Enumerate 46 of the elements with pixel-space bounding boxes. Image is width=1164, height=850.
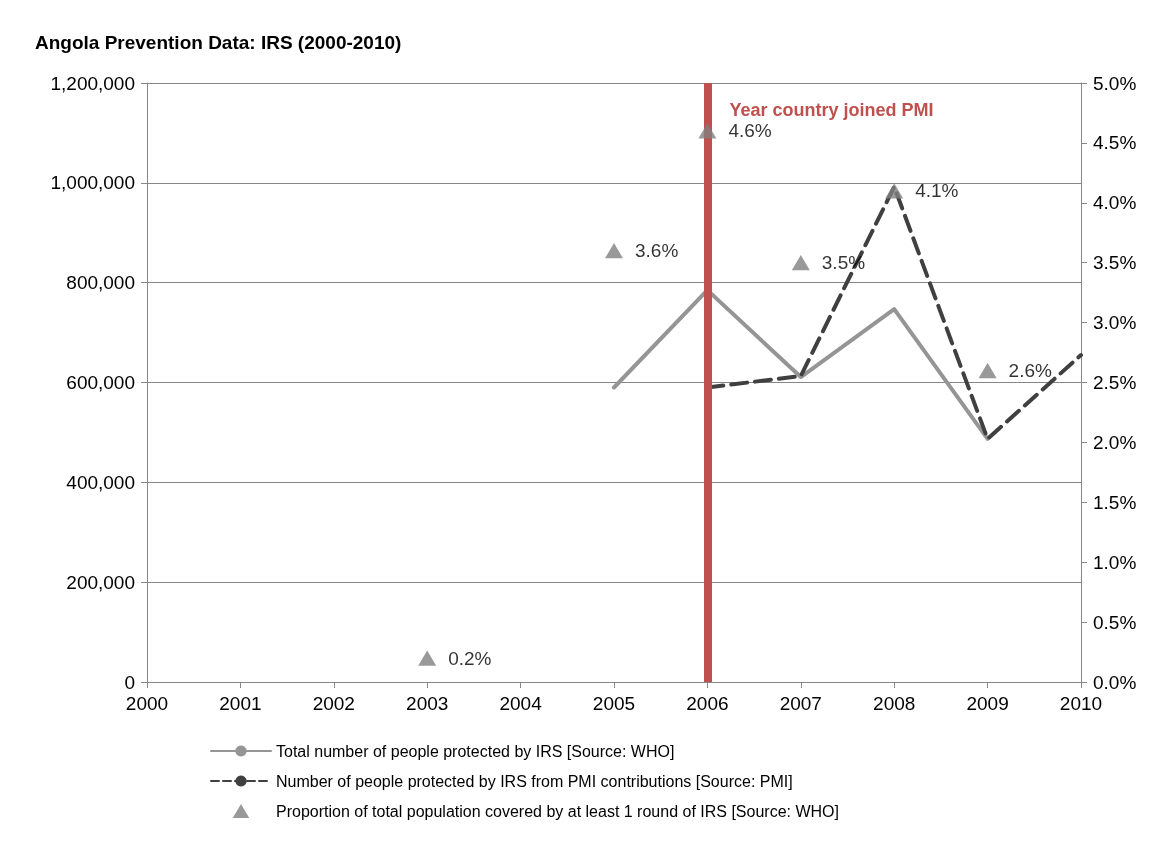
x-tick-label: 2007 <box>779 693 822 714</box>
x-tick-label: 2000 <box>125 693 169 714</box>
chart-title: Angola Prevention Data: IRS (2000-2010) <box>35 32 402 53</box>
y2-tick-label: 2.0% <box>1093 431 1137 453</box>
y2-tick-label: 3.0% <box>1093 312 1137 334</box>
y2-tick-label: 2.5% <box>1093 372 1137 393</box>
x-tick-label: 2003 <box>406 693 449 714</box>
y2-tick-label: 1.0% <box>1093 551 1137 573</box>
y-tick-label: 0 <box>124 671 135 693</box>
x-tick-label: 2001 <box>219 693 262 714</box>
data-label: 4.6% <box>728 120 772 142</box>
legend-label: Total number of people protected by IRS [Source: WHO] <box>276 742 675 760</box>
x-tick-label: 2009 <box>966 693 1009 714</box>
x-tick-label: 2008 <box>873 693 916 714</box>
data-label: 0.2% <box>448 647 492 669</box>
x-tick-label: 2005 <box>592 693 636 714</box>
y2-tick-label: 0.5% <box>1093 611 1137 633</box>
ref-line-label: Year country joined PMI <box>729 100 934 120</box>
y-tick-label: 1,200,000 <box>50 72 135 94</box>
legend-label: Proportion of total population covered by at least 1 round of IRS [Source: WHO] <box>276 802 839 820</box>
y-tick-label: 1,000,000 <box>50 172 135 194</box>
legend-label: Number of people protected by IRS from PMI contributions [Source: PMI] <box>276 772 793 790</box>
y2-tick-label: 4.5% <box>1093 132 1137 154</box>
point <box>418 650 437 666</box>
data-label: 3.6% <box>635 240 679 262</box>
y2-tick-label: 3.5% <box>1093 252 1137 274</box>
x-tick-label: 2002 <box>312 693 355 714</box>
y2-tick-label: 0.0% <box>1093 671 1137 693</box>
point <box>791 255 810 271</box>
y-tick-label: 200,000 <box>66 571 135 593</box>
y2-tick-label: 1.5% <box>1093 491 1137 513</box>
y2-tick-label: 5.0% <box>1093 72 1137 94</box>
point <box>885 183 904 199</box>
x-tick-label: 2006 <box>686 693 729 714</box>
x-tick-label: 2010 <box>1059 693 1103 714</box>
y-tick-label: 400,000 <box>66 471 135 493</box>
point <box>698 123 717 139</box>
x-tick-label: 2004 <box>499 693 543 714</box>
point <box>978 362 997 379</box>
data-label: 4.1% <box>915 180 959 202</box>
y2-tick-label: 4.0% <box>1093 192 1137 214</box>
y-tick-label: 600,000 <box>66 372 135 393</box>
line-series <box>612 288 990 441</box>
data-label: 2.6% <box>1008 360 1053 382</box>
point <box>605 243 623 259</box>
y-tick-label: 800,000 <box>66 272 135 294</box>
